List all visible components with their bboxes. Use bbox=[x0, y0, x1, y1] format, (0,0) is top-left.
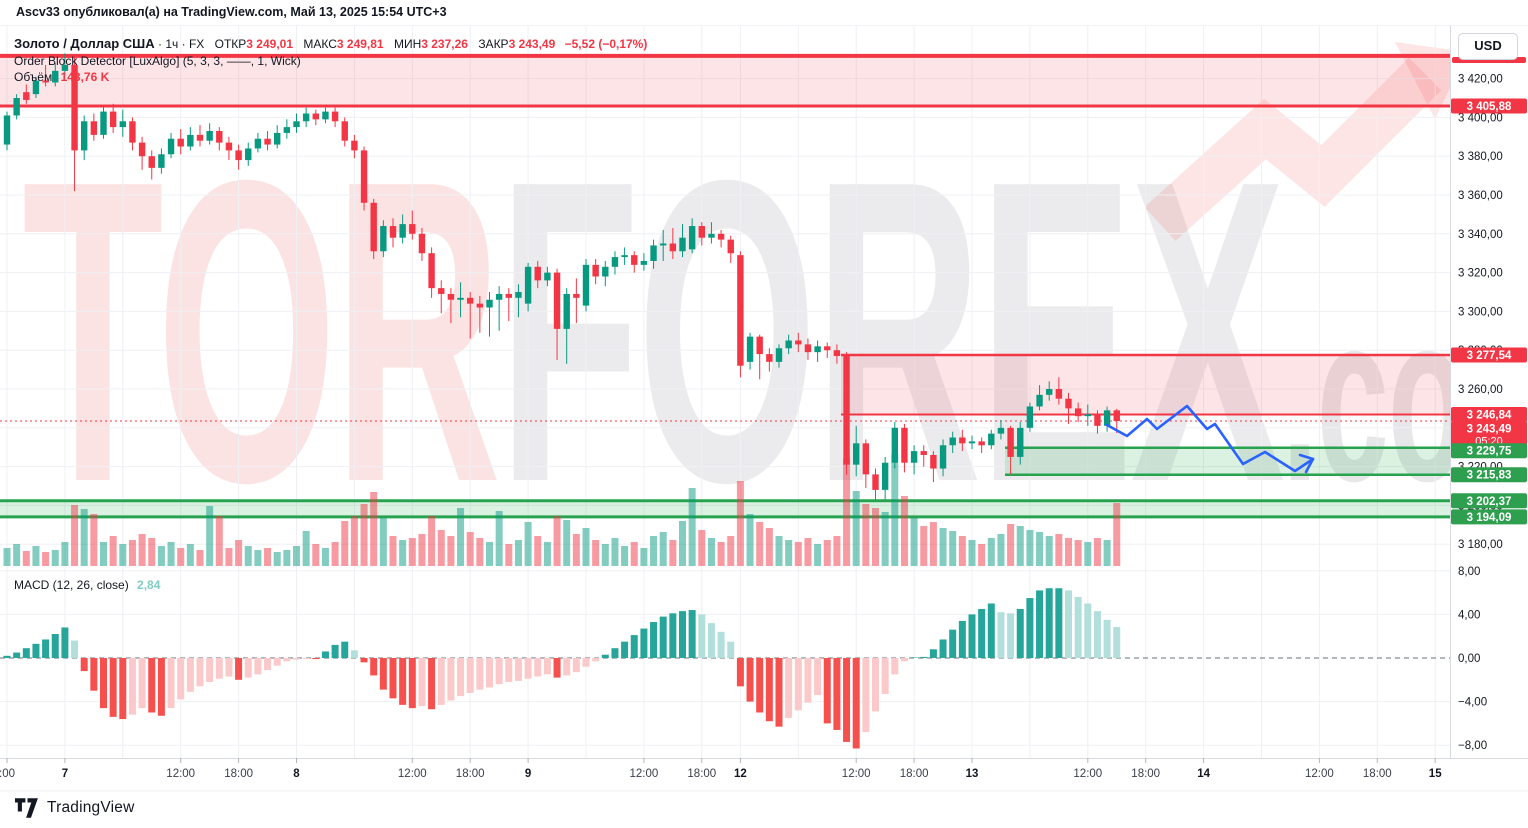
svg-text:3 243,49: 3 243,49 bbox=[1467, 424, 1512, 436]
symbol-title[interactable]: Золото / Доллар США bbox=[14, 36, 155, 51]
svg-text:12:00: 12:00 bbox=[1073, 768, 1102, 780]
volume-label: Объём bbox=[14, 70, 53, 84]
currency-toggle-button[interactable]: USD bbox=[1458, 33, 1518, 60]
attribution-bar: Ascv33 опубликовал(а) на TradingView.com… bbox=[0, 0, 1528, 26]
svg-text:3 246,84: 3 246,84 bbox=[1467, 410, 1512, 422]
orderblock-indicator-legend[interactable]: Order Block Detector [LuxAlgo] (5, 3, 3,… bbox=[14, 54, 301, 68]
tradingview-logo[interactable]: TradingView bbox=[15, 798, 135, 818]
svg-text:3 405,88: 3 405,88 bbox=[1467, 101, 1512, 113]
svg-text:12:00: 12:00 bbox=[166, 768, 195, 780]
attribution-text[interactable]: Ascv33 опубликовал(а) на TradingView.com… bbox=[16, 5, 447, 19]
close-value: 3 243,49 bbox=[508, 37, 556, 51]
svg-text:12:00: 12:00 bbox=[842, 768, 871, 780]
svg-text:3 360,00: 3 360,00 bbox=[1458, 190, 1503, 202]
svg-text:3 215,83: 3 215,83 bbox=[1467, 470, 1512, 482]
macd-legend[interactable]: MACD (12, 26, close) 2,84 bbox=[14, 578, 160, 592]
close-label: ЗАКР bbox=[478, 37, 509, 51]
svg-text:−8,00: −8,00 bbox=[1458, 740, 1487, 752]
svg-text:3 194,09: 3 194,09 bbox=[1467, 512, 1512, 524]
svg-text:12:00: 12:00 bbox=[398, 768, 427, 780]
macd-label: MACD (12, 26, close) bbox=[14, 578, 129, 592]
svg-text:9: 9 bbox=[525, 768, 531, 780]
svg-text:8: 8 bbox=[293, 768, 300, 780]
svg-text:15: 15 bbox=[1429, 768, 1442, 780]
macd-value: 2,84 bbox=[137, 578, 161, 592]
svg-text:3 380,00: 3 380,00 bbox=[1458, 151, 1503, 163]
svg-text:12: 12 bbox=[734, 768, 747, 780]
open-value: 3 249,01 bbox=[246, 37, 294, 51]
svg-text:18:00: 18:00 bbox=[687, 768, 716, 780]
tradingview-logo-icon bbox=[15, 798, 38, 818]
svg-text:−4,00: −4,00 bbox=[1458, 697, 1487, 709]
svg-text:18:00: 18:00 bbox=[1131, 768, 1160, 780]
low-value: 3 237,26 bbox=[421, 37, 468, 51]
exchange-label: FX bbox=[188, 37, 205, 51]
low-label: МИН bbox=[393, 37, 422, 51]
symbol-legend[interactable]: Золото / Доллар США · 1ч · FX ОТКР3 249,… bbox=[14, 36, 648, 51]
svg-text:3 420,00: 3 420,00 bbox=[1458, 74, 1503, 86]
svg-text:13: 13 bbox=[966, 768, 979, 780]
svg-text:18:00: 18:00 bbox=[900, 768, 929, 780]
svg-text:18:00: 18:00 bbox=[456, 768, 485, 780]
svg-text:18:00: 18:00 bbox=[224, 768, 253, 780]
svg-text:3 202,37: 3 202,37 bbox=[1467, 496, 1512, 508]
svg-text:4,00: 4,00 bbox=[1458, 609, 1480, 621]
svg-text:3 340,00: 3 340,00 bbox=[1458, 229, 1503, 241]
svg-text:12:00: 12:00 bbox=[1305, 768, 1334, 780]
change-value: −5,52 (−0,17%) bbox=[564, 37, 648, 51]
svg-text:8,00: 8,00 bbox=[1458, 566, 1480, 578]
volume-value: 143,76 K bbox=[60, 70, 110, 84]
volume-legend[interactable]: Объём 143,76 K bbox=[14, 70, 109, 84]
svg-text:18:00: 18:00 bbox=[1363, 768, 1392, 780]
svg-text:0,00: 0,00 bbox=[1458, 653, 1480, 665]
svg-text::00: :00 bbox=[0, 768, 15, 780]
interval-label[interactable]: 1ч bbox=[165, 37, 179, 51]
high-value: 3 249,81 bbox=[336, 37, 384, 51]
open-label: ОТКР bbox=[214, 37, 247, 51]
svg-text:3 300,00: 3 300,00 bbox=[1458, 306, 1503, 318]
svg-text:3 277,54: 3 277,54 bbox=[1467, 350, 1512, 362]
svg-text:3 180,00: 3 180,00 bbox=[1458, 539, 1503, 551]
svg-text:3 400,00: 3 400,00 bbox=[1458, 112, 1503, 124]
svg-text:3 229,75: 3 229,75 bbox=[1467, 446, 1512, 458]
svg-text:12:00: 12:00 bbox=[630, 768, 659, 780]
chart-canvas[interactable]: 3 420,00 3 400,00 3 380,00 3 360,00 3 340,00… bbox=[0, 24, 1528, 804]
svg-text:3 260,00: 3 260,00 bbox=[1458, 384, 1503, 396]
tradingview-logo-text: TradingView bbox=[47, 799, 135, 816]
svg-text:7: 7 bbox=[62, 768, 68, 780]
svg-text:14: 14 bbox=[1197, 768, 1210, 780]
high-label: МАКС bbox=[303, 37, 337, 51]
svg-text:3 320,00: 3 320,00 bbox=[1458, 268, 1503, 280]
